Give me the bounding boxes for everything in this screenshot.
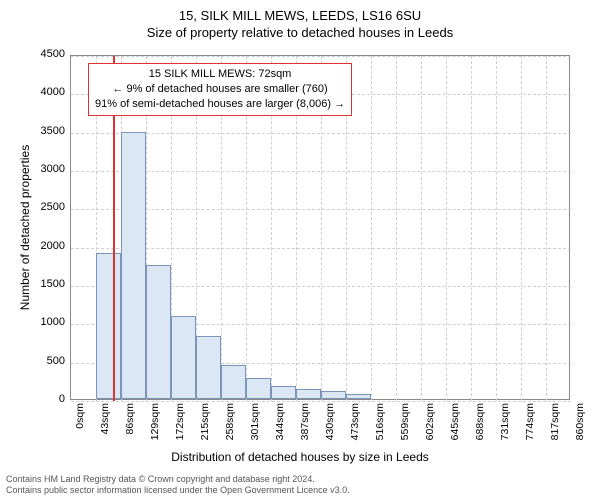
histogram-bar bbox=[221, 365, 246, 399]
annotation-line-3: 91% of semi-detached houses are larger (… bbox=[95, 97, 345, 112]
histogram-bar bbox=[296, 389, 321, 399]
y-axis-label: Number of detached properties bbox=[18, 55, 38, 400]
footer-line-2: Contains public sector information licen… bbox=[6, 485, 350, 496]
gridline-h bbox=[71, 401, 571, 402]
histogram-bar bbox=[96, 253, 121, 399]
gridline-v bbox=[371, 56, 372, 401]
ytick-label: 3000 bbox=[25, 163, 65, 175]
footer-attribution: Contains HM Land Registry data © Crown c… bbox=[6, 474, 350, 497]
gridline-v bbox=[496, 56, 497, 401]
x-axis-title: Distribution of detached houses by size … bbox=[0, 450, 600, 464]
gridline-v bbox=[421, 56, 422, 401]
histogram-bar bbox=[246, 378, 271, 399]
ytick-label: 0 bbox=[25, 393, 65, 405]
ytick-label: 3500 bbox=[25, 125, 65, 137]
ytick-label: 2000 bbox=[25, 240, 65, 252]
ytick-label: 500 bbox=[25, 355, 65, 367]
histogram-bar bbox=[171, 316, 196, 399]
gridline-v bbox=[446, 56, 447, 401]
histogram-bar bbox=[321, 391, 346, 399]
histogram-bar bbox=[346, 394, 371, 399]
annotation-line-1: 15 SILK MILL MEWS: 72sqm bbox=[95, 67, 345, 82]
annotation-line-2: ← 9% of detached houses are smaller (760… bbox=[95, 82, 345, 97]
chart-area: 050010001500200025003000350040004500 0sq… bbox=[70, 55, 570, 400]
footer-line-1: Contains HM Land Registry data © Crown c… bbox=[6, 474, 350, 485]
gridline-v bbox=[521, 56, 522, 401]
gridline-v bbox=[546, 56, 547, 401]
histogram-bar bbox=[271, 386, 296, 399]
gridline-v bbox=[471, 56, 472, 401]
histogram-bar bbox=[196, 336, 221, 399]
page-title: 15, SILK MILL MEWS, LEEDS, LS16 6SU bbox=[0, 0, 600, 23]
ytick-label: 1000 bbox=[25, 316, 65, 328]
ytick-label: 4000 bbox=[25, 86, 65, 98]
ytick-label: 1500 bbox=[25, 278, 65, 290]
histogram-bar bbox=[146, 265, 171, 399]
gridline-v bbox=[396, 56, 397, 401]
annotation-box: 15 SILK MILL MEWS: 72sqm ← 9% of detache… bbox=[88, 63, 352, 116]
ytick-label: 2500 bbox=[25, 201, 65, 213]
subtitle: Size of property relative to detached ho… bbox=[0, 23, 600, 40]
ytick-label: 4500 bbox=[25, 48, 65, 60]
histogram-bar bbox=[121, 132, 146, 399]
